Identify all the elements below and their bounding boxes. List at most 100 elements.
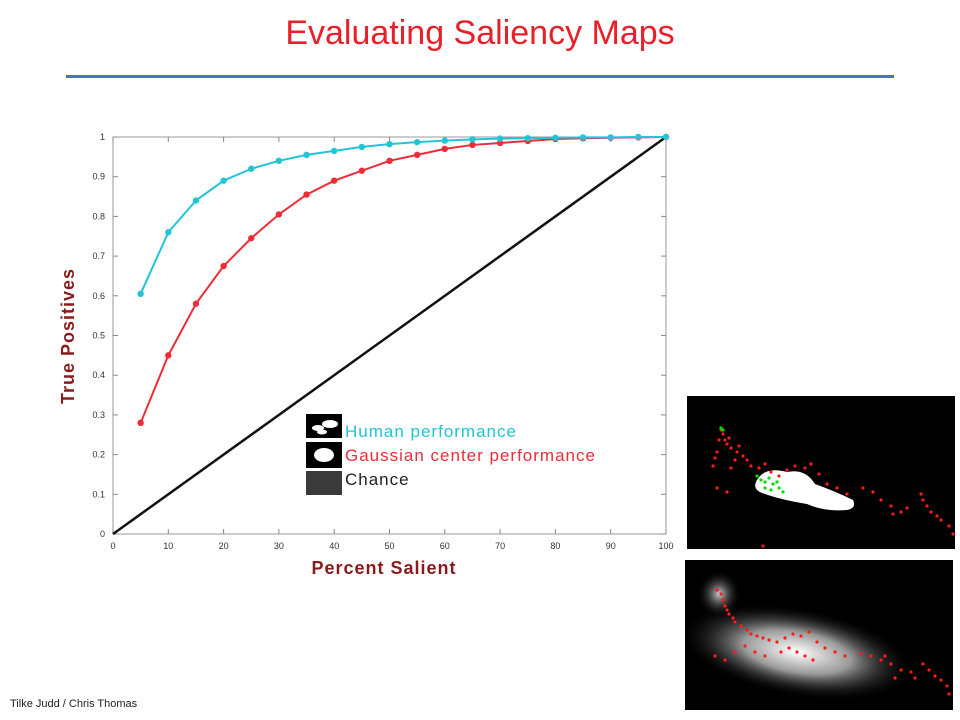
legend-label-human: Human performance — [345, 422, 517, 441]
data-point-gaussian — [220, 262, 227, 270]
fixation-point — [729, 446, 733, 450]
title-divider — [66, 75, 894, 78]
x-tick-label: 50 — [384, 541, 394, 551]
fixation-point — [921, 498, 925, 502]
human-saliency-thumbnail — [687, 396, 955, 549]
fixation-point — [945, 684, 949, 688]
fixation-point — [733, 650, 737, 654]
fixation-point — [763, 480, 767, 484]
fixation-point — [715, 450, 719, 454]
y-tick-label: 0.1 — [92, 489, 105, 499]
legend-item-gaussian: Gaussian center performance — [306, 442, 595, 468]
fixation-point — [899, 510, 903, 514]
legend: Human performance Gaussian center perfor… — [306, 414, 595, 495]
fixation-point — [807, 630, 811, 634]
fixation-point — [905, 506, 909, 510]
fixation-point — [889, 504, 893, 508]
fixation-point — [823, 646, 827, 650]
fixation-point — [763, 462, 767, 466]
y-tick-label: 0.6 — [92, 291, 105, 301]
data-point-gaussian — [248, 235, 255, 242]
slide-title: Evaluating Saliency Maps — [285, 14, 675, 52]
fixation-point — [929, 510, 933, 514]
fixation-point — [769, 488, 773, 492]
fixation-point — [715, 486, 719, 490]
fixation-point — [767, 476, 771, 480]
fixation-point — [817, 472, 821, 476]
data-point-human — [358, 143, 366, 151]
fixation-point — [899, 668, 903, 672]
fixation-point — [835, 486, 839, 490]
legend-swatch-human-blob — [312, 425, 324, 431]
fixation-point — [951, 532, 955, 536]
fixation-point — [947, 524, 951, 528]
fixation-point — [893, 676, 897, 680]
fixation-point — [833, 650, 837, 654]
fixation-point — [755, 634, 759, 638]
data-point-gaussian — [137, 419, 144, 427]
y-tick-label: 0.2 — [92, 450, 105, 460]
fixation-point — [723, 438, 727, 442]
fixation-point — [753, 650, 757, 654]
legend-label-chance: Chance — [345, 470, 410, 489]
data-point-gaussian — [469, 141, 476, 149]
fixation-point — [933, 674, 937, 678]
x-tick-label: 60 — [440, 541, 450, 551]
fixation-point — [879, 658, 883, 662]
legend-swatch-gaussian-blob — [314, 448, 334, 462]
fixation-point — [749, 632, 753, 636]
fixation-point — [909, 670, 913, 674]
y-tick-label: 0.8 — [92, 211, 105, 221]
fixation-point — [717, 438, 721, 442]
data-point-gaussian — [275, 211, 283, 218]
gaussian-saliency-map — [685, 570, 951, 701]
data-point-gaussian — [413, 151, 421, 159]
y-axis-label: True Positives — [58, 268, 78, 404]
data-point-human — [165, 229, 172, 236]
data-point-human — [469, 136, 476, 143]
fixation-point — [715, 588, 719, 592]
data-point-human — [192, 197, 200, 204]
fixation-point — [861, 486, 865, 490]
data-point-gaussian — [386, 157, 393, 165]
data-point-gaussian — [358, 167, 366, 174]
fixation-point — [927, 668, 931, 672]
fixation-point — [815, 640, 819, 644]
fixation-point — [779, 650, 783, 654]
data-point-gaussian — [303, 191, 310, 198]
x-axis-label: Percent Salient — [311, 558, 456, 578]
series-layer — [112, 133, 670, 536]
fixation-point — [825, 482, 829, 486]
data-point-human — [662, 133, 670, 141]
y-tick-label: 0 — [100, 529, 105, 539]
data-point-human — [275, 157, 283, 165]
credit-text: Tilke Judd / Chris Thomas — [10, 698, 138, 710]
fixation-point — [809, 462, 813, 466]
fixation-point — [845, 492, 849, 496]
y-tick-label: 1 — [100, 132, 105, 142]
fixation-point — [925, 504, 929, 508]
fixation-point — [723, 604, 727, 608]
series-line-chance — [112, 135, 667, 536]
fixation-point — [749, 464, 753, 468]
x-tick-label: 40 — [329, 541, 339, 551]
data-point-gaussian — [165, 352, 172, 359]
fixation-point — [763, 486, 767, 490]
data-point-gaussian — [441, 145, 448, 153]
fixation-point — [713, 456, 717, 460]
fixation-point — [735, 450, 739, 454]
data-point-human — [331, 147, 338, 155]
fixation-point — [891, 512, 895, 516]
fixation-point — [777, 474, 781, 478]
fixation-point — [785, 468, 789, 472]
fixation-point — [767, 638, 771, 642]
x-tick-label: 70 — [495, 541, 505, 551]
fixation-point — [739, 624, 743, 628]
fixation-point — [721, 432, 725, 436]
fixation-point — [729, 466, 733, 470]
x-tick-label: 0 — [110, 541, 115, 551]
fixation-point — [727, 436, 731, 440]
data-point-human — [552, 134, 559, 141]
fixation-point — [755, 474, 759, 478]
